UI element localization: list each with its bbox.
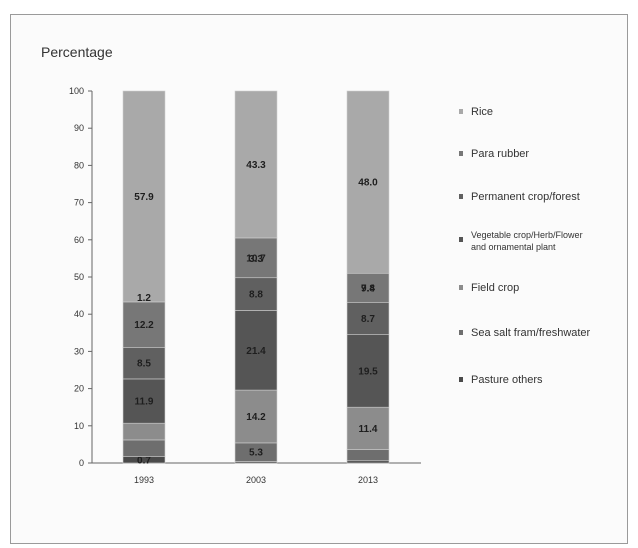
legend-label: Field crop [471, 282, 519, 294]
legend-label: Pasture others [471, 374, 543, 386]
bar-segment [123, 423, 165, 440]
y-tick-label: 30 [74, 346, 84, 356]
data-label: 8.7 [361, 314, 375, 325]
x-tick-label: 2003 [246, 475, 266, 485]
data-label: 12.2 [134, 320, 154, 331]
legend-swatch [459, 330, 463, 335]
data-label: 11.9 [135, 397, 154, 408]
data-label: 57.9 [134, 192, 154, 203]
y-tick-label: 60 [74, 235, 84, 245]
data-label: 11.4 [359, 424, 378, 435]
legend-label: and ornamental plant [471, 242, 556, 252]
legend-label: Sea salt fram/freshwater [471, 327, 591, 339]
data-label: 43.3 [246, 160, 266, 171]
stacked-bar-chart: Percentage 0 10 20 30 40 50 60 70 80 90 100 0.7 11.… [11, 15, 627, 543]
data-label: 9.4 [361, 284, 375, 295]
y-tick-label: 40 [74, 309, 84, 319]
y-tick-label: 0 [79, 458, 84, 468]
data-label: 14.2 [246, 412, 266, 423]
data-label: 21.4 [246, 346, 266, 357]
legend-swatch [459, 377, 463, 382]
legend-label: Para rubber [471, 148, 529, 160]
bar-segment [347, 461, 389, 463]
data-label: 8.8 [249, 290, 263, 301]
data-label: 5.3 [249, 448, 263, 459]
y-tick-label: 50 [74, 272, 84, 282]
x-tick-label: 2013 [358, 475, 378, 485]
legend-label: Rice [471, 106, 493, 118]
y-tick-label: 100 [69, 86, 84, 96]
legend-swatch [459, 109, 463, 114]
legend-swatch [459, 237, 463, 242]
y-tick-label: 80 [74, 160, 84, 170]
legend-swatch [459, 194, 463, 199]
data-label: 19.5 [358, 366, 378, 377]
bar-segment [123, 440, 165, 457]
x-axis: 1993 2003 2013 [134, 475, 378, 485]
x-tick-label: 1993 [134, 475, 154, 485]
y-tick-label: 90 [74, 123, 84, 133]
data-label: 8.5 [137, 359, 151, 370]
chart-title: Percentage [41, 44, 113, 60]
bar-area: 0.711.98.512.257.95.314.221.48.810.743.3… [123, 91, 389, 466]
data-label: 1.2 [137, 293, 151, 304]
bar-segment [347, 450, 389, 461]
data-label: 0.7 [137, 455, 151, 466]
legend-label: Permanent crop/forest [471, 191, 580, 203]
y-tick-label: 70 [74, 198, 84, 208]
chart-frame: Percentage 0 10 20 30 40 50 60 70 80 90 100 0.7 11.… [10, 14, 628, 544]
legend-label: Vegetable crop/Herb/Flower [471, 230, 583, 240]
legend-swatch [459, 285, 463, 290]
data-label: 48.0 [358, 178, 378, 189]
y-tick-label: 20 [74, 384, 84, 394]
legend-swatch [459, 151, 463, 156]
y-tick-label: 10 [74, 421, 84, 431]
legend: Rice Para rubber Permanent crop/forest Vege… [459, 106, 591, 386]
data-label: 3.3 [249, 254, 263, 265]
